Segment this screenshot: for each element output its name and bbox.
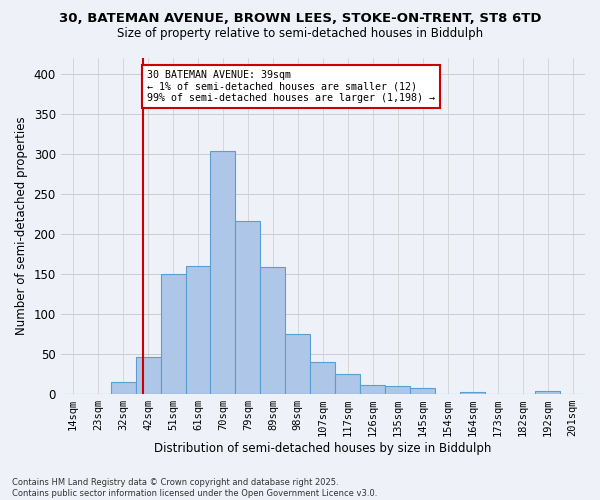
- Text: Contains HM Land Registry data © Crown copyright and database right 2025.
Contai: Contains HM Land Registry data © Crown c…: [12, 478, 377, 498]
- Bar: [185, 266, 211, 394]
- Text: 30, BATEMAN AVENUE, BROWN LEES, STOKE-ON-TRENT, ST8 6TD: 30, BATEMAN AVENUE, BROWN LEES, STOKE-ON…: [59, 12, 541, 26]
- Bar: [136, 357, 161, 394]
- Bar: [110, 382, 136, 394]
- Bar: [286, 334, 310, 394]
- Bar: [310, 362, 335, 394]
- Y-axis label: Number of semi-detached properties: Number of semi-detached properties: [15, 116, 28, 335]
- Bar: [410, 388, 435, 394]
- Bar: [235, 221, 260, 394]
- Bar: [161, 274, 185, 394]
- Bar: [211, 152, 235, 394]
- Bar: [535, 391, 560, 394]
- Bar: [460, 392, 485, 394]
- X-axis label: Distribution of semi-detached houses by size in Biddulph: Distribution of semi-detached houses by …: [154, 442, 491, 455]
- Bar: [360, 386, 385, 394]
- Text: Size of property relative to semi-detached houses in Biddulph: Size of property relative to semi-detach…: [117, 28, 483, 40]
- Bar: [385, 386, 410, 394]
- Bar: [335, 374, 360, 394]
- Bar: [260, 268, 286, 394]
- Text: 30 BATEMAN AVENUE: 39sqm
← 1% of semi-detached houses are smaller (12)
99% of se: 30 BATEMAN AVENUE: 39sqm ← 1% of semi-de…: [147, 70, 435, 102]
